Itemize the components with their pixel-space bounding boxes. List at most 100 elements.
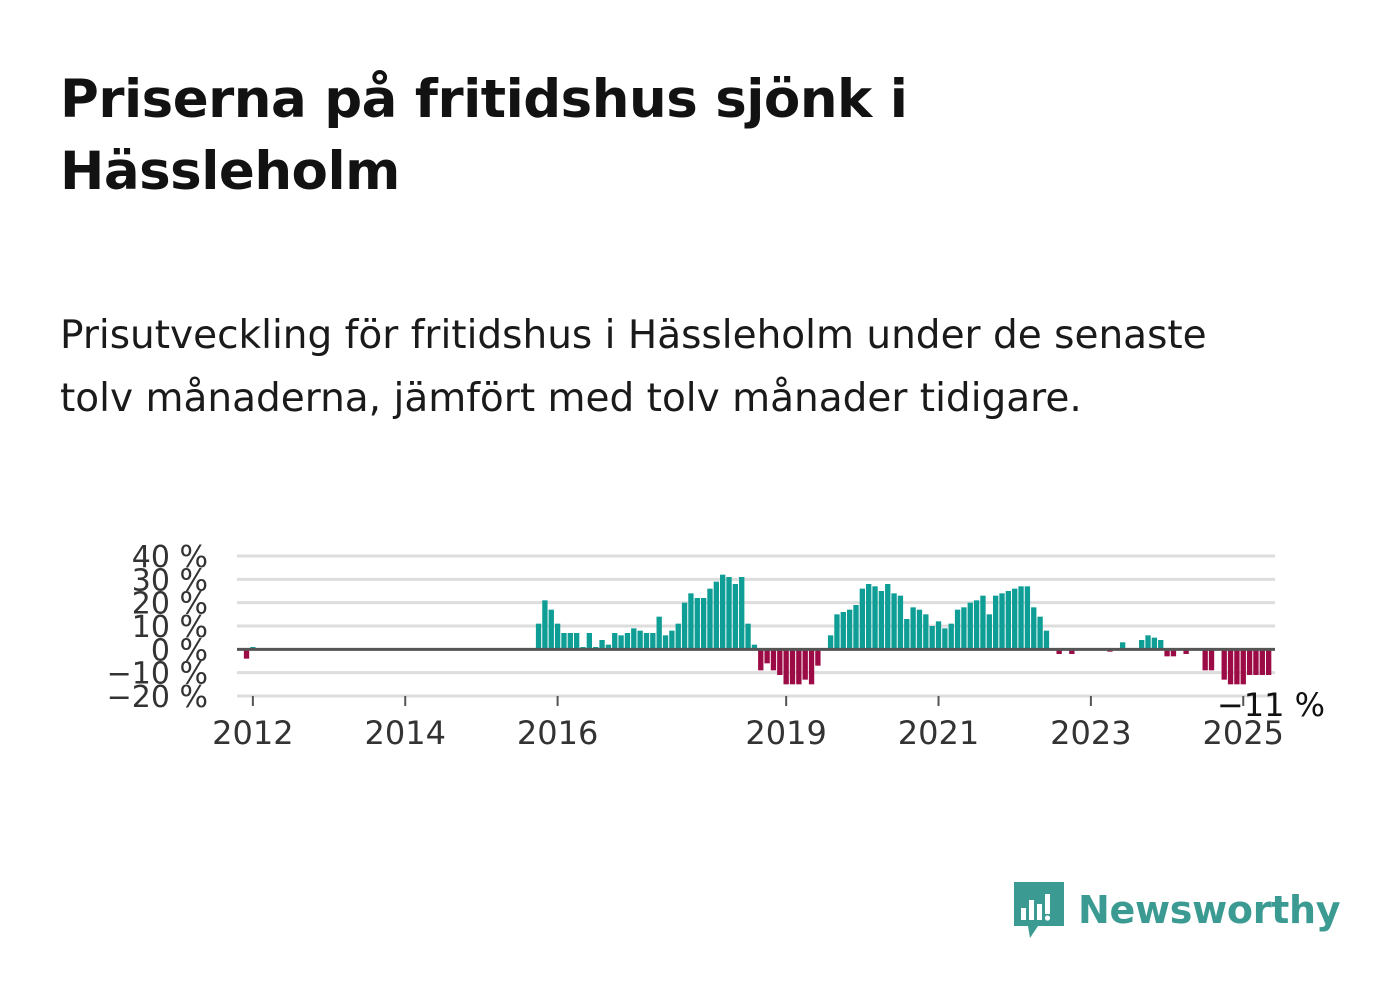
bar	[935, 621, 942, 650]
bar	[897, 595, 904, 650]
x-tick-label: 2012	[212, 714, 293, 752]
bar	[669, 630, 675, 650]
bar	[631, 628, 637, 650]
bar	[586, 633, 593, 650]
y-axis-tick-labels: 40 %30 %20 %10 %0 %−10 %−20 %	[107, 540, 208, 715]
bar	[840, 612, 846, 650]
bar	[1208, 649, 1215, 671]
bar	[599, 640, 605, 650]
bar	[789, 649, 796, 685]
bar	[929, 626, 935, 650]
bar	[694, 598, 700, 650]
bar	[1246, 649, 1253, 675]
bar	[542, 600, 548, 650]
bar	[872, 586, 878, 650]
bar	[948, 623, 954, 650]
bar	[1031, 607, 1037, 650]
bar	[764, 649, 770, 664]
bar	[808, 649, 815, 685]
bar	[986, 614, 992, 650]
bar	[783, 649, 789, 685]
bar	[726, 577, 732, 650]
x-tick-label: 2023	[1050, 714, 1131, 752]
bar	[548, 609, 554, 650]
latest-value-annotation: −11 %	[1217, 686, 1325, 724]
bar	[1234, 649, 1240, 685]
newsworthy-bar-chart-icon	[1014, 882, 1064, 938]
bar	[1139, 640, 1145, 650]
bar	[859, 588, 866, 650]
bar	[554, 623, 561, 650]
bar	[954, 609, 961, 650]
grid-lines	[237, 554, 1275, 698]
bar	[916, 609, 923, 650]
bar	[777, 649, 783, 675]
bar	[942, 628, 948, 650]
bar	[618, 635, 624, 650]
bar	[624, 633, 631, 650]
bar	[1043, 630, 1050, 650]
y-tick-label: 30 %	[132, 563, 208, 598]
bar	[992, 595, 999, 650]
bar	[1221, 649, 1227, 680]
bar	[802, 649, 808, 680]
bar	[1240, 649, 1246, 685]
bar	[967, 602, 973, 650]
bar	[1018, 586, 1024, 650]
bar	[910, 607, 916, 650]
bar	[643, 633, 650, 650]
bar	[1145, 635, 1151, 650]
newsworthy-logo: Newsworthy	[1010, 878, 1341, 942]
annotation-label: −11 %	[1217, 686, 1325, 724]
bar	[605, 644, 612, 650]
bar	[567, 633, 573, 650]
bar	[885, 584, 891, 650]
bar	[1202, 649, 1208, 671]
bar	[739, 577, 745, 650]
bar	[662, 635, 669, 650]
bar	[1259, 649, 1265, 675]
brand-name: Newsworthy	[1078, 888, 1341, 932]
bar	[923, 614, 929, 650]
y-tick-label: 20 %	[132, 587, 208, 622]
x-tick-label: 2014	[365, 714, 446, 752]
bar	[904, 619, 910, 650]
bar	[1037, 616, 1043, 650]
x-tick-label: 2016	[517, 714, 598, 752]
bar	[535, 623, 542, 650]
bar	[866, 584, 872, 650]
bar	[243, 649, 250, 659]
bar	[573, 633, 580, 650]
y-tick-label: −20 %	[107, 680, 208, 715]
chart-title: Priserna på fritidshus sjönk i Hässlehol…	[60, 69, 908, 202]
bar	[1164, 649, 1170, 657]
x-tick-label: 2019	[745, 714, 826, 752]
bar-chart: 40 %30 %20 %10 %0 %−10 %−20 % 2012 2014 20…	[107, 540, 1325, 752]
bar	[980, 595, 986, 650]
bar	[637, 630, 643, 650]
y-tick-label: 40 %	[132, 540, 208, 575]
bar	[973, 600, 980, 650]
bar	[688, 593, 694, 650]
y-tick-label: 10 %	[132, 610, 208, 645]
bar	[681, 602, 688, 650]
bar	[612, 633, 618, 650]
bar	[707, 588, 713, 650]
bar	[891, 593, 897, 650]
bar	[751, 644, 758, 650]
bar	[1151, 637, 1158, 650]
bar	[650, 633, 656, 650]
bar	[1005, 591, 1012, 650]
bar	[834, 614, 840, 650]
bar	[999, 593, 1005, 650]
bar	[656, 616, 662, 650]
bar	[720, 574, 726, 650]
bar	[961, 607, 967, 650]
bar	[878, 591, 885, 650]
bar	[827, 635, 834, 650]
bar	[1183, 649, 1189, 654]
y-tick-label: 0 %	[151, 633, 208, 668]
bar	[853, 605, 859, 650]
bar-series	[243, 574, 1272, 685]
bar	[1158, 640, 1164, 650]
